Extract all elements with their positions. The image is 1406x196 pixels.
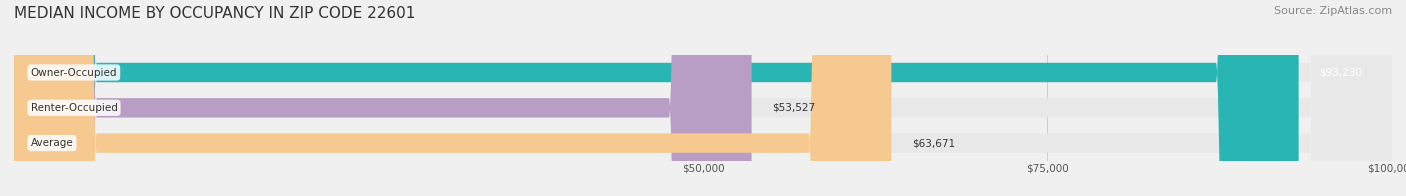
Text: Average: Average: [31, 138, 73, 148]
FancyBboxPatch shape: [14, 0, 1392, 196]
Text: $93,230: $93,230: [1319, 67, 1362, 78]
FancyBboxPatch shape: [14, 0, 752, 196]
Text: $63,671: $63,671: [912, 138, 955, 148]
FancyBboxPatch shape: [14, 0, 1299, 196]
Text: Source: ZipAtlas.com: Source: ZipAtlas.com: [1274, 6, 1392, 16]
Text: MEDIAN INCOME BY OCCUPANCY IN ZIP CODE 22601: MEDIAN INCOME BY OCCUPANCY IN ZIP CODE 2…: [14, 6, 415, 21]
FancyBboxPatch shape: [14, 0, 891, 196]
FancyBboxPatch shape: [14, 0, 1392, 196]
Text: Owner-Occupied: Owner-Occupied: [31, 67, 117, 78]
FancyBboxPatch shape: [14, 0, 1392, 196]
Text: Renter-Occupied: Renter-Occupied: [31, 103, 118, 113]
Text: $53,527: $53,527: [772, 103, 815, 113]
